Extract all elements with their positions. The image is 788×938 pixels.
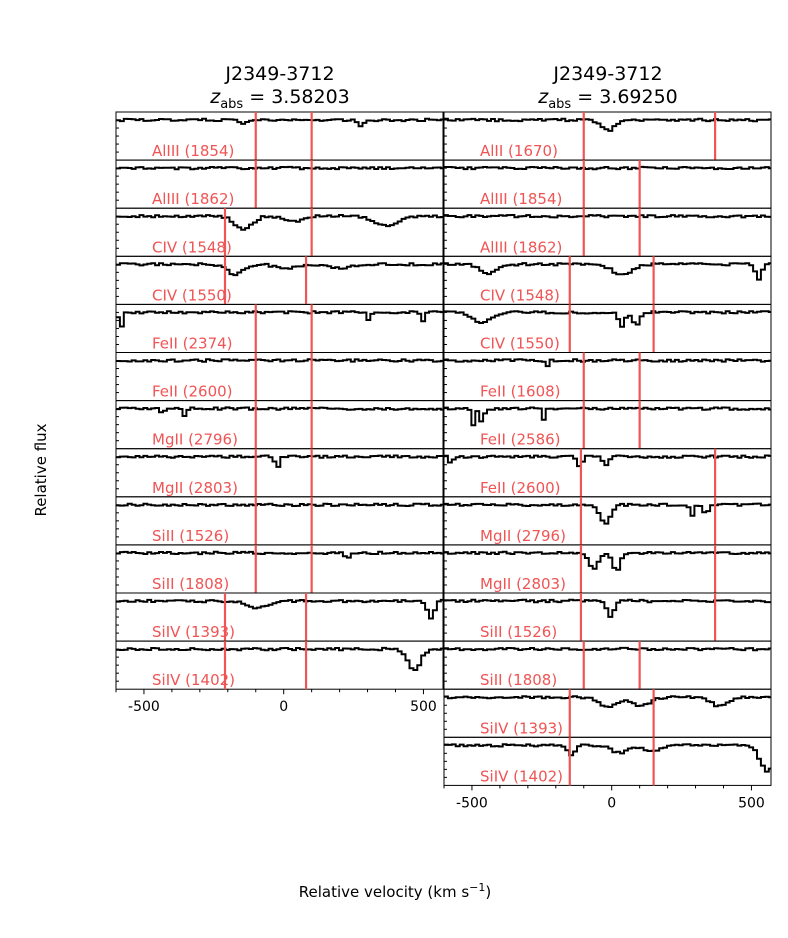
spectrum-panel: SiIV (1393) (115, 592, 444, 642)
transition-label: AlIII (1854) (480, 190, 562, 208)
flux-spectrum (444, 646, 771, 652)
x-tick-label: 0 (279, 699, 288, 715)
transition-label: AlIII (1862) (480, 238, 562, 256)
transition-label: SiII (1808) (152, 575, 229, 593)
transition-label: FeII (2600) (480, 479, 561, 497)
spectrum-panel: AlIII (1854) (443, 159, 772, 209)
flux-spectrum (444, 214, 771, 219)
transition-label: MgII (2796) (152, 431, 238, 449)
spectrum-panel: CIV (1548) (115, 207, 444, 257)
flux-spectrum (444, 358, 771, 368)
chart-title: J2349-3712 (552, 63, 662, 85)
spectrum-panel: SiIV (1393) (443, 688, 772, 738)
transition-label: SiIV (1402) (152, 671, 235, 689)
spectrum-panel: AlIII (1862) (443, 207, 772, 257)
spectrum-panel: MgII (2803) (115, 448, 444, 498)
transition-label: AlII (1670) (480, 142, 558, 160)
spectrum-panel: AlII (1670) (443, 111, 772, 161)
x-tick-label: -500 (128, 699, 160, 715)
flux-spectrum (444, 695, 771, 708)
transition-label: CIV (1550) (152, 286, 232, 304)
chart-title: J2349-3712 (224, 63, 334, 85)
spectrum-panel: SiII (1808) (443, 640, 772, 690)
spectrum-panel: FeII (2374) (115, 303, 444, 353)
flux-spectrum (444, 310, 771, 328)
flux-spectrum (116, 214, 443, 231)
transition-label: FeII (2586) (480, 431, 561, 449)
spectrum-panel: FeII (2586) (443, 400, 772, 450)
flux-spectrum (444, 598, 771, 618)
flux-spectrum (444, 165, 771, 171)
spectrum-panel: MgII (2796) (443, 496, 772, 546)
spectrum-panel: CIV (1548) (443, 255, 772, 305)
transition-label: AlIII (1854) (152, 142, 234, 160)
spectrum-panel: SiIV (1402) (115, 640, 444, 690)
transition-label: SiII (1526) (480, 623, 557, 641)
flux-spectrum (116, 165, 443, 171)
x-tick-label: 500 (738, 795, 765, 811)
transition-label: FeII (2600) (152, 383, 233, 401)
spectrum-panel: MgII (2803) (443, 544, 772, 594)
flux-spectrum (444, 262, 771, 281)
flux-spectrum (444, 743, 771, 773)
transition-label: MgII (2803) (480, 575, 566, 593)
flux-spectrum (116, 358, 443, 363)
flux-spectrum (444, 117, 771, 132)
transition-label: SiIV (1393) (480, 719, 563, 737)
spectrum-panel: AlIII (1854) (115, 111, 444, 161)
flux-spectrum (444, 454, 771, 468)
transition-label: AlIII (1862) (152, 190, 234, 208)
spectrum-panel: FeII (1608) (443, 352, 772, 402)
y-axis-label: Relative flux (32, 423, 50, 516)
flux-spectrum (444, 550, 771, 571)
flux-spectrum (116, 550, 443, 559)
x-tick-label: 500 (410, 699, 437, 715)
flux-spectrum (116, 502, 443, 507)
spectrum-panel: SiII (1526) (115, 496, 444, 546)
flux-spectrum (116, 310, 443, 328)
spectrum-panel: SiII (1526) (443, 592, 772, 642)
transition-label: MgII (2796) (480, 527, 566, 545)
transition-label: MgII (2803) (152, 479, 238, 497)
transition-label: SiII (1526) (152, 527, 229, 545)
chart-subtitle: zabs = 3.58203 (209, 86, 350, 112)
transition-label: FeII (1608) (480, 383, 561, 401)
flux-spectrum (116, 262, 443, 277)
transition-label: CIV (1548) (152, 238, 232, 256)
x-axis-label: Relative velocity (km s−1) (299, 881, 491, 901)
flux-spectrum (116, 406, 443, 417)
transition-label: SiIV (1402) (480, 767, 563, 785)
flux-spectrum (444, 502, 771, 525)
flux-spectrum (116, 117, 443, 128)
chart-subtitle: zabs = 3.69250 (537, 86, 678, 112)
flux-spectrum (116, 454, 443, 468)
transition-label: SiII (1808) (480, 671, 557, 689)
spectrum-panel: AlIII (1862) (115, 159, 444, 209)
spectrum-panel: SiIV (1402) (443, 736, 772, 786)
transition-label: SiIV (1393) (152, 623, 235, 641)
x-tick-label: 0 (607, 795, 616, 811)
spectrum-panel: MgII (2796) (115, 400, 444, 450)
transition-label: CIV (1548) (480, 286, 560, 304)
spectrum-panel: CIV (1550) (443, 303, 772, 353)
transition-label: FeII (2374) (152, 335, 233, 353)
spectrum-panel: FeII (2600) (443, 448, 772, 498)
spectrum-panel: FeII (2600) (115, 352, 444, 402)
flux-spectrum (116, 598, 443, 620)
transition-label: CIV (1550) (480, 335, 560, 353)
spectrum-panel: SiII (1808) (115, 544, 444, 594)
x-tick-label: -500 (456, 795, 488, 811)
spectrum-panel: CIV (1550) (115, 255, 444, 305)
flux-spectrum (444, 406, 771, 427)
flux-spectrum (116, 646, 443, 671)
